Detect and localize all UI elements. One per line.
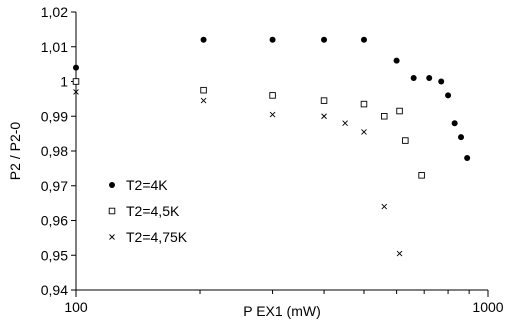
data-point-s0 [410,75,417,82]
x-axis-label: P EX1 (mW) [243,303,321,319]
y-tick-label: 0,97 [41,178,68,194]
data-point-s0 [360,36,367,43]
x-tick-label: 1000 [472,299,503,315]
data-point-s0 [451,120,458,127]
data-point-s2 [381,203,388,210]
cross-stroke [396,250,403,257]
data-points [72,36,471,257]
y-tick-label: 1,02 [41,4,68,20]
data-point-s2 [200,97,207,104]
y-tick-label: 1 [60,74,68,90]
data-point-s2 [396,250,403,257]
legend-marker [109,182,115,188]
cross-stroke [361,129,367,135]
data-point-s1 [72,78,80,85]
y-tick-label: 0,94 [41,282,68,298]
legend-label: T2=4,75K [126,229,188,245]
legend-marker [109,234,115,240]
data-point-s1 [320,97,328,104]
cross-stroke [321,113,327,120]
y-tick-label: 0,98 [41,143,68,159]
data-point-s1 [381,112,388,120]
data-point-s0 [73,64,79,71]
y-tick-label: 1,01 [41,39,68,55]
data-point-s0 [464,154,471,161]
data-point-s0 [426,75,433,82]
data-point-s1 [418,172,425,179]
cross-stroke [381,203,388,210]
data-point-s0 [393,57,400,64]
data-point-s2 [321,113,327,120]
y-axis-label: P2 / P2-0 [7,122,23,181]
data-point-s0 [458,134,465,141]
x-tick-label: 100 [64,299,88,315]
y-ticks: 0,94 0,95 0,96 0,97 0,98 0,99 1 1,01 1,02 [41,4,76,298]
y-tick-label: 0,99 [41,108,68,124]
data-point-s2 [73,89,79,95]
axes [75,12,488,291]
data-point-s2 [342,120,348,127]
data-point-s0 [438,78,445,85]
legend-label: T2=4,5K [126,203,180,219]
cross-stroke [200,97,207,104]
data-point-s1 [269,92,276,99]
x-ticks: 100 1000 [64,290,504,315]
data-point-s0 [321,36,328,43]
data-point-s0 [269,36,276,43]
y-tick-label: 0,95 [41,247,68,263]
legend-marker [108,207,116,215]
data-point-s2 [269,111,276,118]
data-point-s0 [445,92,452,99]
data-point-s1 [200,86,207,94]
data-point-s2 [361,129,367,135]
data-point-s1 [396,107,403,115]
data-point-s0 [200,36,207,43]
cross-stroke [109,234,115,240]
cross-stroke [342,120,348,127]
cross-stroke [73,89,79,95]
data-point-s1 [360,100,368,108]
data-point-s1 [402,137,409,144]
cross-stroke [269,111,276,118]
y-tick-label: 0,96 [41,213,68,229]
legend: T2=4K T2=4,5K T2=4,75K [108,177,188,245]
legend-label: T2=4K [126,177,168,193]
